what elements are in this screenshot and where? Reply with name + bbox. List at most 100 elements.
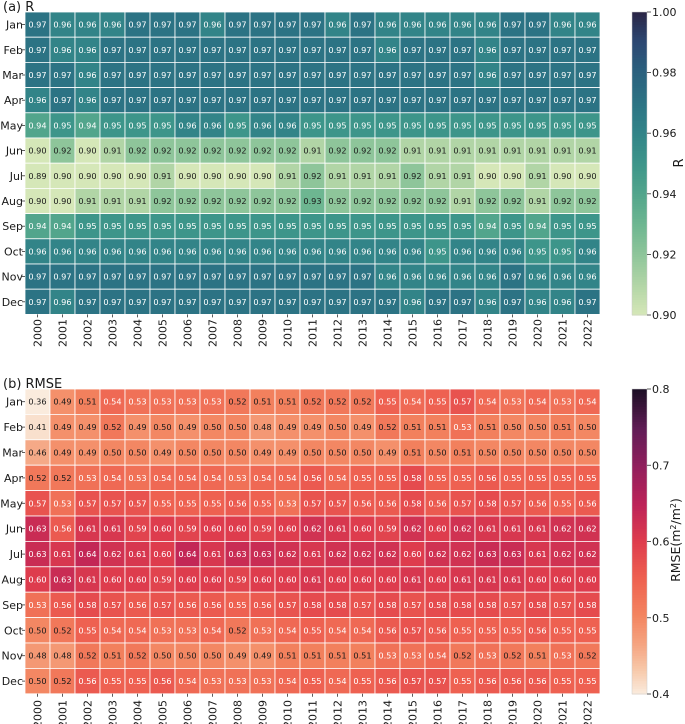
rmse-cell-value: 0.58 <box>578 600 596 610</box>
rmse-cell-value: 0.53 <box>278 498 296 508</box>
rmse-cell-value: 0.60 <box>203 575 221 585</box>
rmse-cell <box>499 515 526 542</box>
rmse-cell <box>424 566 451 593</box>
rmse-year-label: 2009 <box>257 700 270 724</box>
rmse-cell <box>424 668 451 695</box>
rmse-cell <box>574 413 601 441</box>
rmse-colorbar-segment <box>632 523 647 527</box>
rmse-cell-value: 0.54 <box>178 473 196 483</box>
r-cell-value: 0.91 <box>103 196 121 206</box>
r-cell-value: 0.97 <box>128 95 146 105</box>
rmse-colorbar-segment <box>632 508 647 512</box>
rmse-cell-value: 0.57 <box>353 600 371 610</box>
r-cell-value: 0.97 <box>253 20 271 30</box>
rmse-cell-value: 0.57 <box>453 498 471 508</box>
rmse-year-label: 2010 <box>282 700 295 724</box>
r-cell-value: 0.97 <box>378 297 396 307</box>
rmse-month-label: Mar <box>2 447 23 460</box>
r-cell-value: 0.96 <box>78 70 96 80</box>
rmse-cell <box>449 541 476 568</box>
r-cell-value: 0.91 <box>328 171 346 181</box>
rmse-year-label: 2015 <box>407 700 420 724</box>
r-cell-value: 0.97 <box>53 95 71 105</box>
r-cell <box>99 137 126 164</box>
r-cell-value: 0.92 <box>153 146 171 156</box>
rmse-colorbar-segment <box>632 404 647 408</box>
r-cell-value: 0.95 <box>103 120 121 130</box>
rmse-cell-value: 0.61 <box>503 575 521 585</box>
rmse-cell-value: 0.51 <box>103 651 121 661</box>
r-cell-value: 0.95 <box>553 120 571 130</box>
r-colorbar-segment <box>632 254 647 258</box>
rmse-colorbar-segment <box>632 673 647 677</box>
rmse-cell-value: 0.49 <box>253 651 271 661</box>
rmse-cell <box>274 668 301 695</box>
rmse-cell-value: 0.57 <box>328 498 346 508</box>
r-cell <box>399 62 426 89</box>
r-colorbar-segment <box>632 125 647 129</box>
r-cell-value: 0.96 <box>578 272 596 282</box>
r-cell-value: 0.92 <box>353 146 371 156</box>
r-cell-value: 0.91 <box>153 171 171 181</box>
rmse-cell-value: 0.57 <box>403 676 421 686</box>
rmse-cell-value: 0.52 <box>503 651 521 661</box>
rmse-cell <box>24 642 51 669</box>
rmse-colorbar-segment <box>632 460 647 464</box>
r-cell <box>574 162 601 189</box>
rmse-cell-value: 0.55 <box>453 676 471 686</box>
r-cell <box>199 112 226 139</box>
rmse-cell-value: 0.54 <box>428 651 446 661</box>
rmse-cell-value: 0.59 <box>228 575 246 585</box>
rmse-cell-value: 0.50 <box>328 448 346 458</box>
r-cell-value: 0.97 <box>178 45 196 55</box>
r-cell-value: 0.95 <box>553 246 571 256</box>
r-cell <box>374 162 401 189</box>
r-cell-value: 0.97 <box>103 70 121 80</box>
r-cell <box>149 87 176 114</box>
rmse-cell <box>249 490 276 517</box>
rmse-cell-value: 0.57 <box>78 498 96 508</box>
rmse-cell <box>49 541 76 568</box>
rmse-cell-value: 0.57 <box>28 498 46 508</box>
r-cell <box>49 162 76 189</box>
r-cell-value: 0.97 <box>403 70 421 80</box>
r-cell-value: 0.91 <box>528 146 546 156</box>
rmse-cell-value: 0.52 <box>53 676 71 686</box>
r-cell-value: 0.95 <box>578 120 596 130</box>
r-colorbar-segment <box>632 90 647 94</box>
r-cell <box>24 162 51 189</box>
rmse-colorbar-segment <box>632 503 647 507</box>
rmse-cell-value: 0.55 <box>378 473 396 483</box>
r-colorbar-segment <box>632 168 647 172</box>
rmse-cell <box>49 464 76 492</box>
rmse-cell-value: 0.51 <box>453 448 471 458</box>
rmse-colorbar-tick-label: 0.7 <box>652 459 670 472</box>
rmse-cell <box>124 642 151 669</box>
r-cell <box>224 36 251 63</box>
rmse-cell-value: 0.53 <box>228 676 246 686</box>
r-cell <box>124 36 151 63</box>
r-cell-value: 0.97 <box>528 45 546 55</box>
r-cell-value: 0.97 <box>403 45 421 55</box>
rmse-colorbar-segment <box>632 477 647 482</box>
r-cell <box>224 62 251 89</box>
r-colorbar-segment <box>632 17 647 21</box>
r-cell-value: 0.97 <box>178 95 196 105</box>
rmse-cell-value: 0.50 <box>303 448 321 458</box>
rmse-colorbar-segment <box>632 587 647 591</box>
r-colorbar-segment <box>632 284 647 288</box>
rmse-cell-value: 0.50 <box>553 448 571 458</box>
r-colorbar-segment <box>632 241 647 245</box>
rmse-cell <box>399 566 426 593</box>
rmse-colorbar-segment <box>632 465 647 469</box>
r-cell-value: 0.91 <box>78 196 96 206</box>
r-cell-value: 0.91 <box>103 146 121 156</box>
rmse-year-label: 2019 <box>507 700 520 724</box>
r-month-label: Apr <box>4 94 24 107</box>
r-cell-value: 0.97 <box>453 45 471 55</box>
rmse-cell-value: 0.61 <box>303 575 321 585</box>
rmse-colorbar-segment <box>632 528 647 532</box>
r-cell-value: 0.97 <box>128 272 146 282</box>
r-cell <box>374 36 401 63</box>
r-year-label: 2020 <box>532 319 545 347</box>
